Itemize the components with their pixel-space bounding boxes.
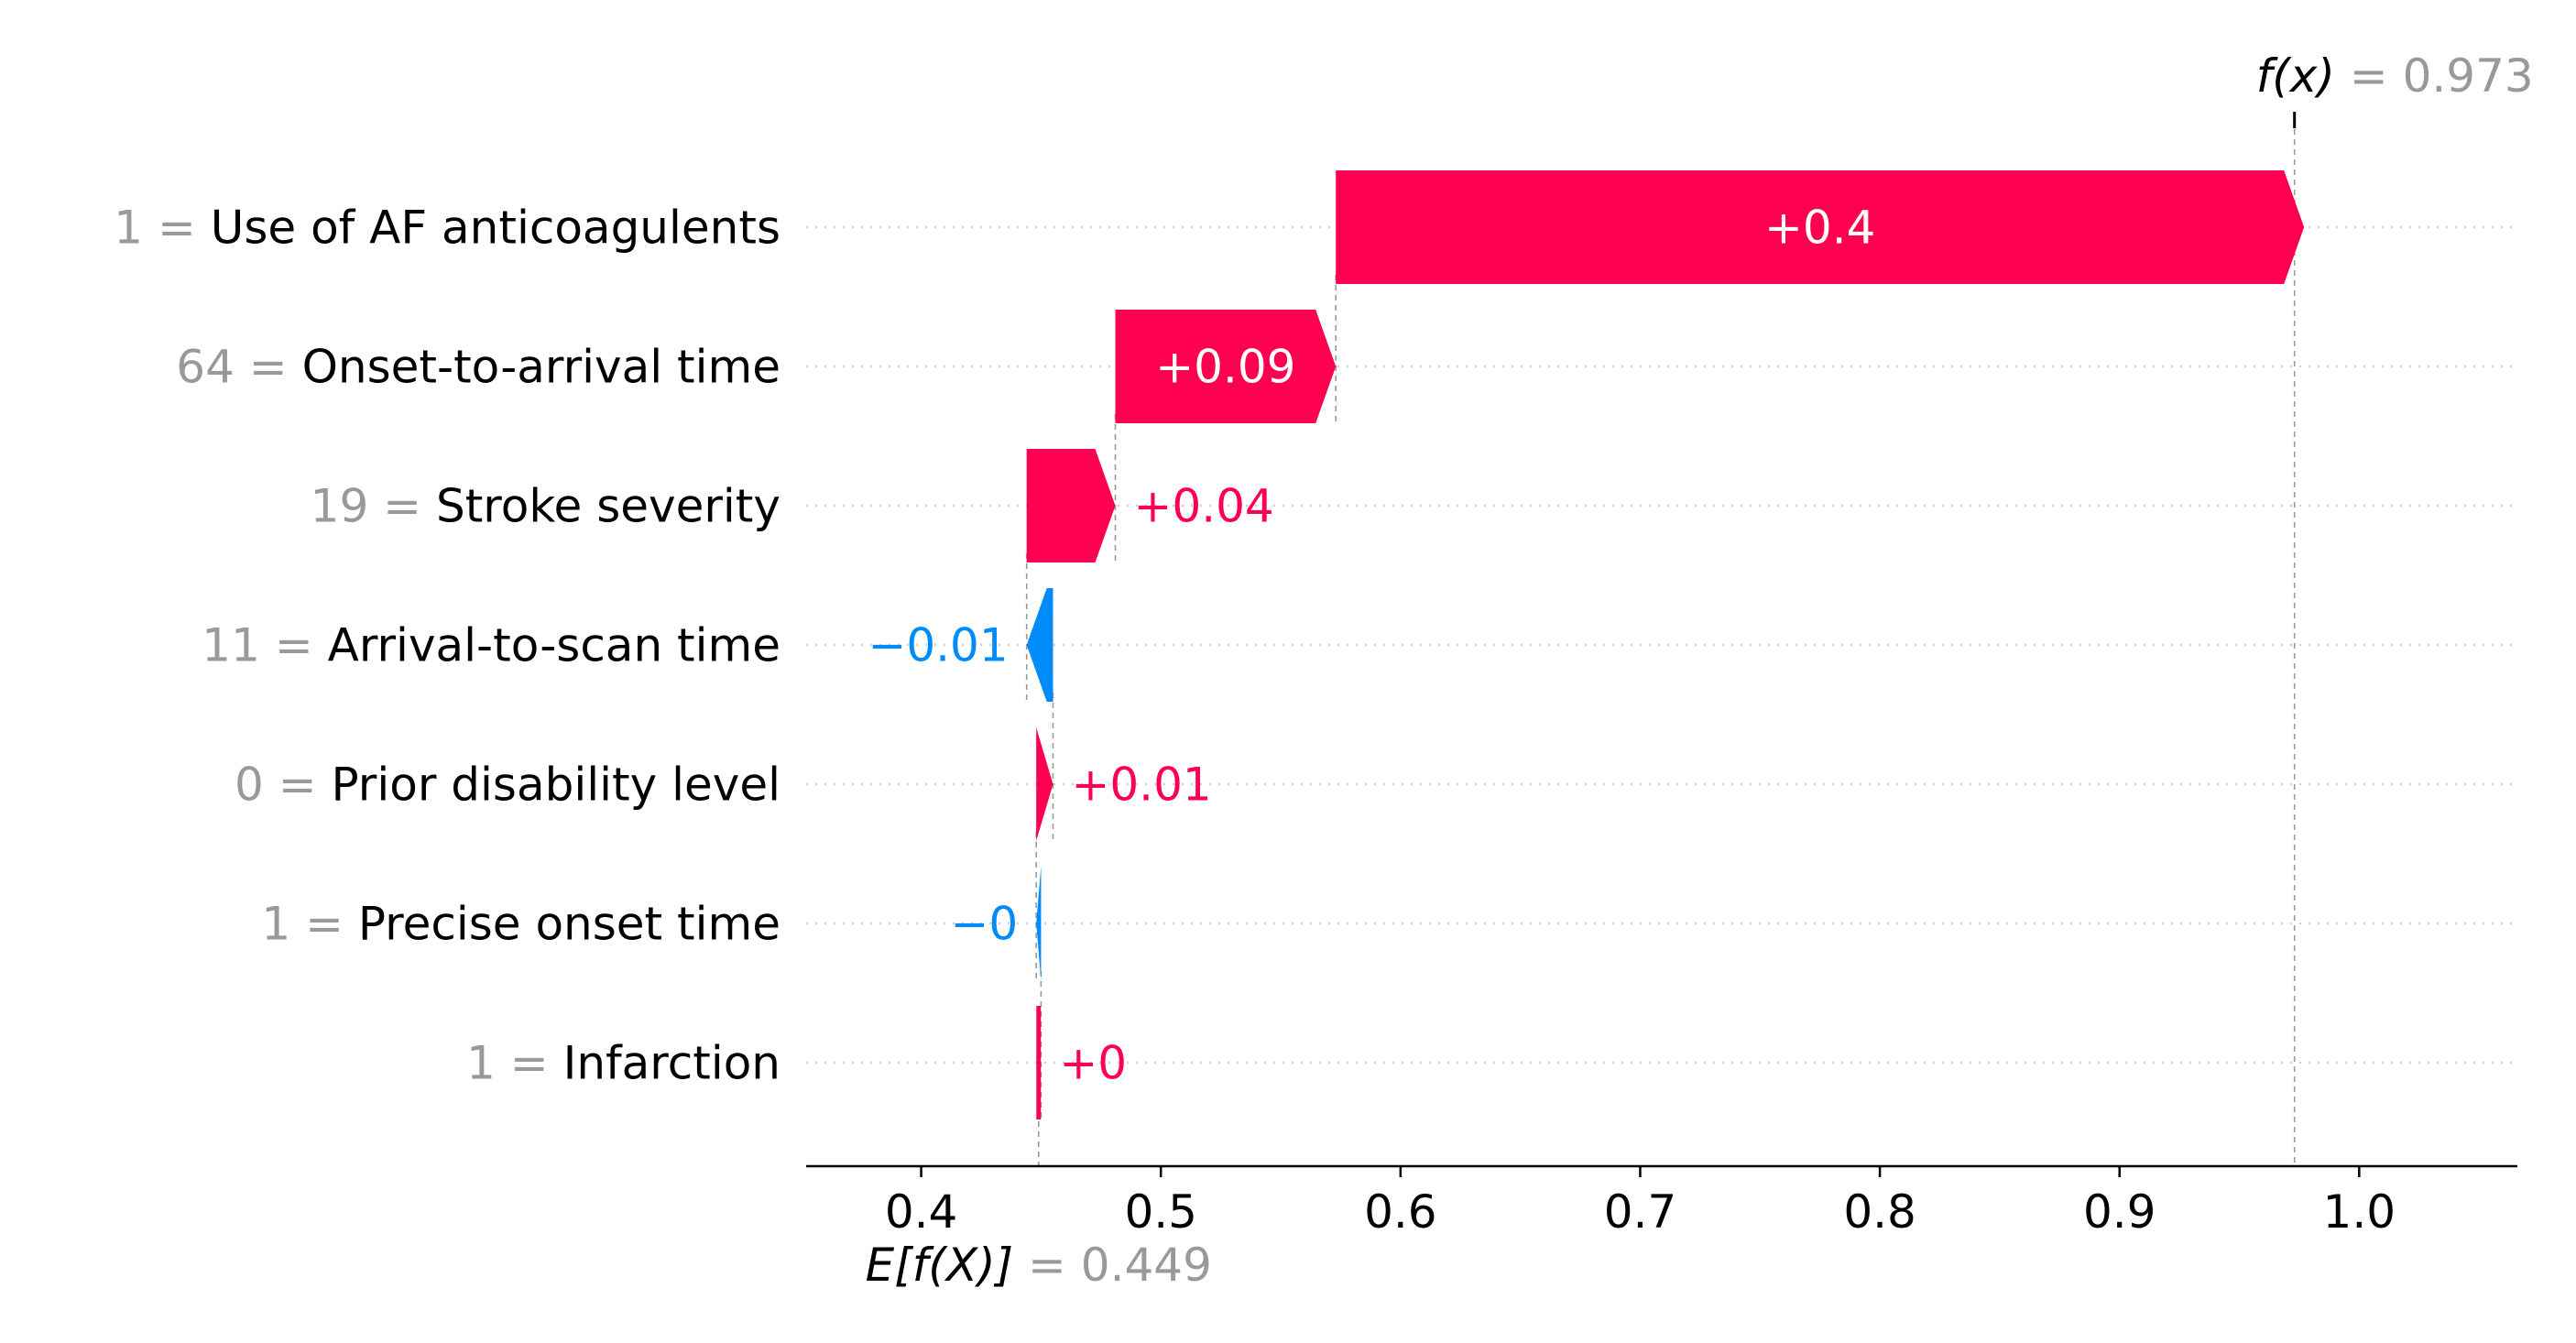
feature-value: 0 = xyxy=(235,759,332,812)
output-value-label: f(x) = 0.973 xyxy=(2256,49,2534,103)
contribution-label: +0.04 xyxy=(1133,480,1273,533)
feature-name: Infarction xyxy=(563,1037,780,1090)
base-label-math: E[f(X)] xyxy=(866,1239,1013,1292)
feature-value: 1 = xyxy=(261,898,358,951)
x-tick-label: 1.0 xyxy=(2323,1185,2396,1239)
feature-label: 1 = Precise onset time xyxy=(261,898,780,951)
contribution-label: +0.4 xyxy=(1764,202,1875,255)
bar-positive xyxy=(1036,1006,1042,1119)
x-tick-label: 0.9 xyxy=(2083,1185,2156,1239)
bar-negative xyxy=(1026,588,1053,702)
x-tick-label: 0.5 xyxy=(1124,1185,1197,1239)
base-value-label: E[f(X)] = 0.449 xyxy=(866,1239,1212,1292)
base-label-eq: = xyxy=(1013,1239,1081,1292)
feature-name: Use of AF anticoagulents xyxy=(211,202,780,255)
x-tick-label: 0.8 xyxy=(1843,1185,1916,1239)
bar-positive xyxy=(1115,310,1337,423)
feature-label: 1 = Infarction xyxy=(466,1037,780,1090)
bar-positive xyxy=(1026,449,1116,562)
output-label-math: f(x) xyxy=(2256,49,2335,103)
feature-value: 19 = xyxy=(311,480,436,533)
feature-name: Prior disability level xyxy=(332,759,780,812)
contribution-label: −0 xyxy=(950,898,1018,951)
output-label-eq: = xyxy=(2335,49,2403,103)
contribution-label: +0.09 xyxy=(1155,341,1295,394)
contribution-label: −0.01 xyxy=(868,619,1008,672)
x-tick-label: 0.7 xyxy=(1604,1185,1677,1239)
feature-value: 11 = xyxy=(202,619,327,672)
feature-name: Onset-to-arrival time xyxy=(302,341,780,394)
feature-label: 11 = Arrival-to-scan time xyxy=(202,619,780,672)
feature-value: 64 = xyxy=(176,341,301,394)
x-tick-label: 0.4 xyxy=(885,1185,958,1239)
feature-name: Arrival-to-scan time xyxy=(328,619,780,672)
base-label-value: 0.449 xyxy=(1081,1239,1212,1292)
feature-value: 1 = xyxy=(114,202,211,255)
output-label-value: 0.973 xyxy=(2403,49,2534,103)
bar-negative xyxy=(1036,867,1042,980)
feature-name: Precise onset time xyxy=(358,898,780,951)
feature-label: 64 = Onset-to-arrival time xyxy=(176,341,780,394)
feature-label: 19 = Stroke severity xyxy=(311,480,780,533)
bar-positive xyxy=(1036,727,1053,841)
contribution-label: +0.01 xyxy=(1071,759,1211,812)
feature-label: 0 = Prior disability level xyxy=(235,759,780,812)
feature-value: 1 = xyxy=(466,1037,563,1090)
bar-positive xyxy=(1336,170,2305,284)
feature-name: Stroke severity xyxy=(436,480,780,533)
x-tick-label: 0.6 xyxy=(1364,1185,1437,1239)
feature-label: 1 = Use of AF anticoagulents xyxy=(114,202,780,255)
contribution-label: +0 xyxy=(1059,1037,1127,1090)
